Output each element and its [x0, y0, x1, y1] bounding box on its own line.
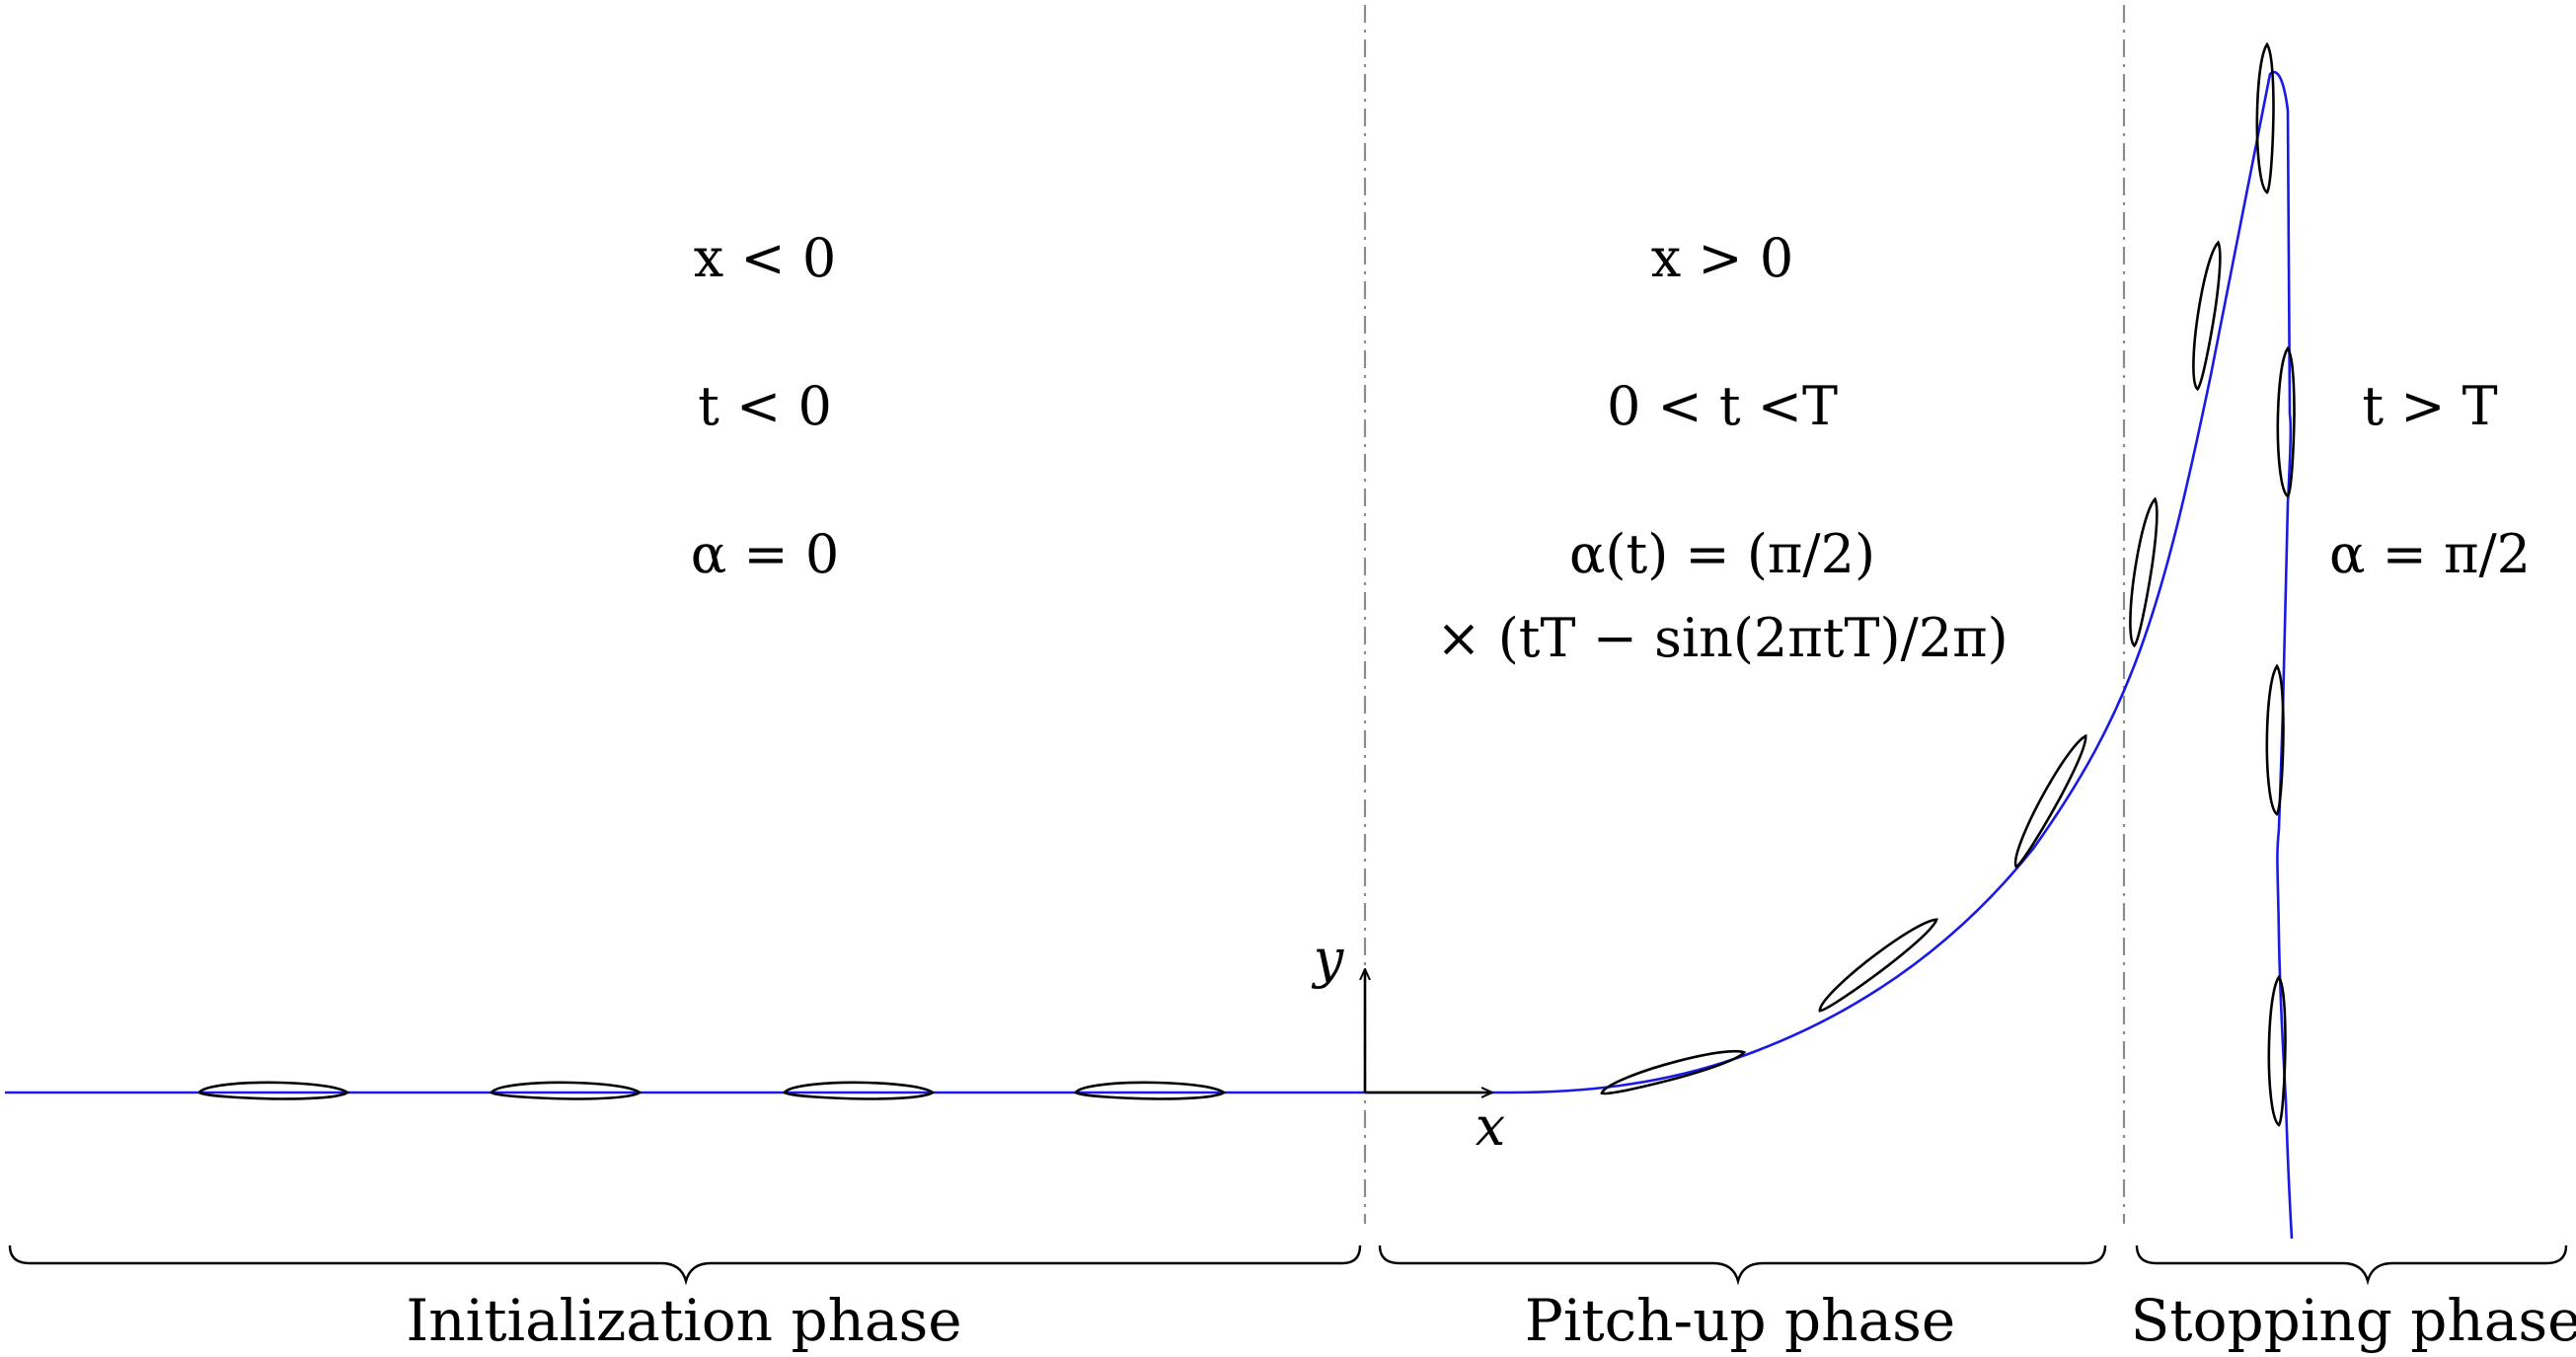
airfoil — [2276, 346, 2296, 498]
airfoil — [1812, 910, 1942, 1018]
condition-alpha-cont: × (tT − sin(2πtT)/2π) — [1436, 607, 2008, 669]
coordinate-axes: x y — [1312, 928, 1505, 1158]
phase-label-pitch-up: Pitch-up phase — [1525, 1287, 1955, 1354]
x-axis-label: x — [1476, 1095, 1505, 1158]
conditions-initialization: x < 0 t < 0 α = 0 — [691, 227, 839, 585]
condition-x: x > 0 — [1651, 227, 1793, 289]
airfoil — [1074, 1081, 1226, 1100]
airfoil — [783, 1081, 935, 1100]
airfoil — [2255, 42, 2275, 194]
airfoil — [2123, 496, 2163, 648]
conditions-pitch-up: x > 0 0 < t <T α(t) = (π/2) × (tT − sin(… — [1436, 227, 2008, 669]
phase-label-stopping: Stopping phase — [2131, 1287, 2576, 1354]
airfoil — [2186, 240, 2227, 392]
airfoil — [490, 1081, 642, 1100]
airfoils-pitch-up — [1597, 496, 2163, 1101]
condition-t: t > T — [2362, 375, 2497, 437]
y-axis-label: y — [1312, 928, 1345, 990]
airfoil — [2006, 729, 2093, 871]
condition-alpha: α = 0 — [691, 523, 839, 585]
airfoils-stopping — [2186, 42, 2296, 1127]
condition-x: x < 0 — [694, 227, 836, 289]
brace-initialization — [8, 1244, 1362, 1286]
phase-label-initialization: Initialization phase — [406, 1287, 961, 1354]
condition-alpha: α = π/2 — [2329, 523, 2531, 585]
trajectory-path — [5, 70, 2294, 1240]
airfoil — [1597, 1041, 1748, 1101]
condition-t: 0 < t <T — [1607, 375, 1838, 437]
conditions-stopping: t > T α = π/2 — [2329, 375, 2531, 585]
condition-t: t < 0 — [698, 375, 832, 437]
condition-alpha: α(t) = (π/2) — [1569, 523, 1875, 585]
airfoils-initialization — [197, 1081, 1226, 1100]
brace-stopping — [2135, 1244, 2568, 1286]
brace-pitch-up — [1378, 1244, 2107, 1286]
airfoil — [197, 1081, 349, 1100]
